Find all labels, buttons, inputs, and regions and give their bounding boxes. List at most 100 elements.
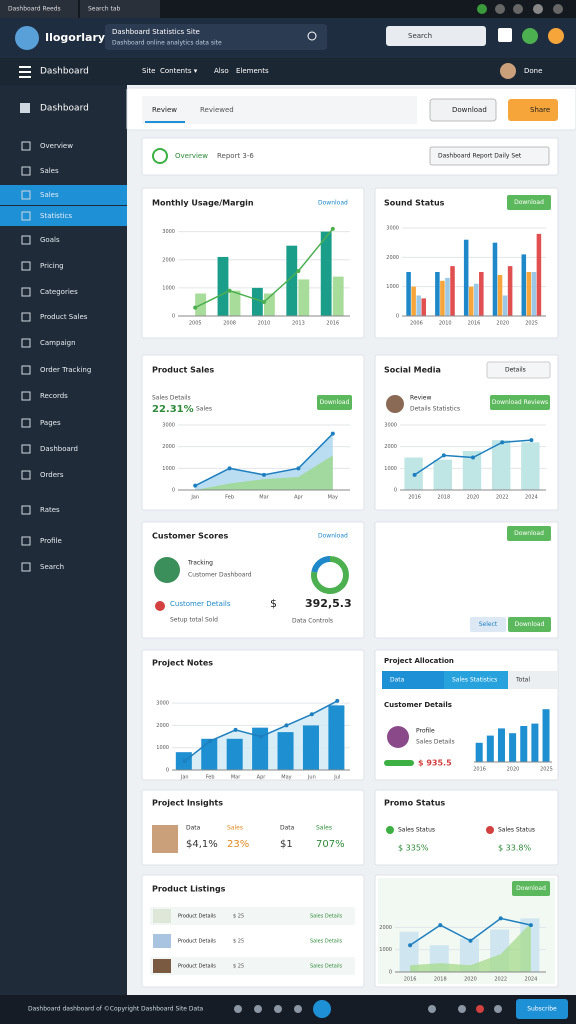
sidebar-item[interactable]: Pages [40, 419, 61, 427]
button[interactable] [507, 195, 551, 210]
label: Sales Details [310, 964, 343, 970]
sidebar-item[interactable]: Profile [40, 537, 62, 545]
label: Data Controls [292, 618, 333, 625]
x-tick-label: 2016 [326, 321, 339, 327]
label: 707% [316, 839, 345, 850]
label[interactable]: Dashboard online analytics data site [112, 40, 222, 47]
tab[interactable] [508, 671, 558, 689]
label[interactable]: Share [530, 106, 550, 114]
button[interactable] [516, 999, 568, 1019]
label[interactable]: Download [320, 399, 350, 406]
label: Sales [316, 825, 332, 832]
area [184, 700, 338, 770]
label: Sales Details [152, 395, 191, 402]
button[interactable] [507, 526, 551, 541]
x-tick-label: 2020 [467, 495, 480, 501]
label[interactable]: Search tab [88, 6, 121, 13]
sidebar-item[interactable]: Goals [40, 236, 60, 244]
y-tick-label: 0 [396, 314, 399, 320]
label[interactable]: Download [514, 199, 544, 206]
bar [332, 276, 344, 316]
icon [21, 211, 31, 221]
label[interactable]: Select [479, 621, 498, 628]
dropdown[interactable] [429, 146, 550, 166]
tab[interactable] [444, 671, 508, 689]
button[interactable] [490, 395, 550, 410]
x-tick-label: 2010 [439, 321, 452, 327]
nav-item[interactable]: Also [214, 67, 229, 75]
tab[interactable]: Review [152, 106, 177, 114]
icon [21, 261, 31, 271]
label[interactable]: Download [514, 530, 544, 537]
sidebar-item[interactable]: Sales [40, 191, 59, 199]
button[interactable] [429, 98, 497, 122]
label[interactable]: Download [318, 533, 348, 540]
label[interactable]: Search [408, 32, 432, 40]
bar [475, 742, 483, 762]
tab[interactable] [80, 0, 160, 18]
sidebar-item[interactable]: Search [40, 563, 64, 571]
label[interactable]: Download [452, 106, 487, 114]
label[interactable]: Dashboard Report Daily Set [438, 153, 522, 160]
label[interactable]: Download [516, 885, 546, 892]
avatar [387, 726, 409, 748]
button[interactable] [512, 881, 550, 896]
label: Report 3-6 [217, 152, 254, 160]
sidebar-item[interactable]: Categories [40, 288, 78, 296]
bar [479, 272, 484, 316]
tab[interactable] [0, 0, 78, 18]
button[interactable] [470, 617, 506, 632]
sidebar-item[interactable]: Order Tracking [40, 366, 91, 374]
sidebar-item[interactable]: Orders [40, 471, 64, 479]
nav-item[interactable]: Elements [236, 67, 269, 75]
card [141, 521, 365, 639]
label[interactable]: Download Reviews [492, 399, 548, 406]
label[interactable]: Dashboard Statistics Site [112, 28, 200, 36]
sidebar-item[interactable]: Statistics [40, 212, 72, 220]
area [195, 455, 333, 490]
sidebar-item[interactable]: Records [40, 392, 68, 400]
footer-icon [294, 1005, 302, 1013]
card-title: Customer Scores [152, 532, 229, 541]
button[interactable] [508, 99, 558, 121]
x-tick-label: 2024 [525, 977, 538, 983]
sidebar-item[interactable]: Pricing [40, 262, 64, 270]
footer-icon [313, 1000, 331, 1018]
point [500, 440, 505, 445]
sidebar-item[interactable]: Campaign [40, 339, 76, 347]
button[interactable] [317, 395, 352, 410]
label: Product Details [178, 939, 216, 945]
tab[interactable] [382, 671, 444, 689]
sidebar-item[interactable]: Sales [40, 167, 59, 175]
status-icon [152, 148, 168, 164]
label[interactable]: Dashboard Reeds [8, 6, 61, 13]
label: Ilogorlary [45, 31, 105, 44]
bar [450, 266, 455, 316]
label[interactable]: Subscribe [527, 1006, 557, 1013]
search-input[interactable] [386, 26, 486, 46]
footer-icon [274, 1005, 282, 1013]
search-box[interactable] [105, 24, 327, 50]
x-tick-label: May [328, 495, 338, 501]
sidebar-item[interactable]: Product Sales [40, 313, 88, 321]
sidebar-item[interactable]: Dashboard [40, 445, 78, 453]
nav-item[interactable]: Site [142, 67, 155, 75]
label[interactable]: Download [318, 200, 348, 207]
label[interactable]: Download [515, 621, 545, 628]
y-tick-label: 0 [389, 970, 392, 976]
label[interactable]: Data [390, 677, 405, 684]
nav-item[interactable]: Contents ▾ [160, 67, 198, 75]
x-tick-label: 2022 [496, 495, 509, 501]
label[interactable]: Sales Statistics [452, 677, 497, 684]
y-tick-label: 3000 [386, 226, 399, 232]
bar [507, 266, 513, 316]
tab[interactable]: Reviewed [200, 106, 234, 114]
button[interactable] [508, 617, 551, 632]
sidebar-item[interactable]: Overview [40, 142, 73, 150]
label[interactable]: Total [515, 677, 530, 684]
bar [542, 709, 550, 762]
bar [416, 295, 421, 316]
point [330, 431, 335, 436]
label: $4,1% [186, 839, 218, 850]
sidebar-item[interactable]: Rates [40, 506, 60, 514]
